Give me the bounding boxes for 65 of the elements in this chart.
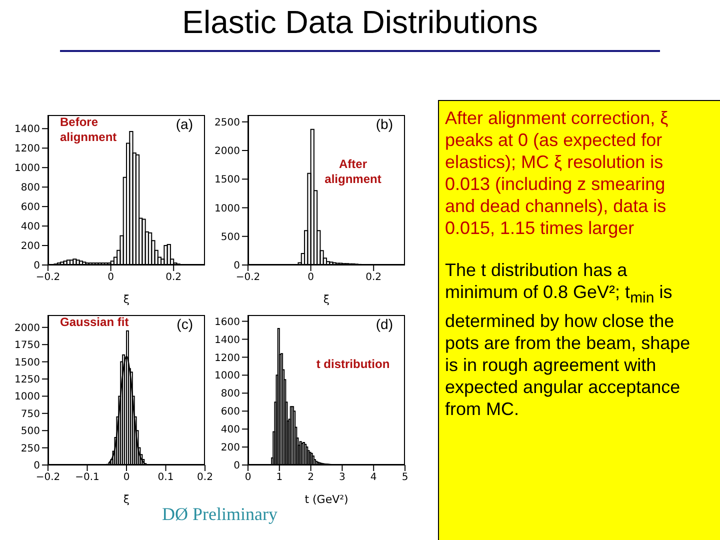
x-tick-label: 0: [308, 272, 314, 284]
y-tick-label: 200: [20, 241, 40, 252]
y-tick-label: 2000: [214, 146, 240, 158]
y-tick-label: 1200: [214, 352, 240, 364]
x-tick-label: 0: [244, 472, 252, 484]
x-tick-label: 0.2: [197, 472, 213, 484]
y-tick-label: 400: [220, 424, 240, 436]
x-tick-label: −0.2: [36, 272, 60, 284]
annotation: Before alignment: [60, 115, 118, 145]
y-tick-label: 500: [20, 426, 40, 438]
y-tick-label: 600: [220, 406, 240, 418]
y-tick-label: 750: [20, 408, 40, 420]
y-tick-label: 1400: [214, 334, 240, 346]
x-tick-label: 0: [123, 472, 130, 484]
y-tick-label: 500: [220, 232, 240, 243]
y-tick-label: 1500: [214, 174, 240, 186]
y-tick-label: 1000: [14, 392, 40, 403]
y-tick-label: 1600: [214, 316, 240, 328]
y-tick-label: 1200: [14, 144, 40, 155]
x-tick-label: 4: [370, 472, 377, 484]
y-tick-label: 1000: [214, 370, 240, 382]
x-tick-label: −0.2: [236, 272, 260, 284]
text: Elastic Data Distributions: [181, 4, 539, 41]
annotation: (a): [176, 116, 193, 132]
y-tick-label: 400: [20, 222, 40, 233]
x-tick-label: 0.2: [166, 272, 182, 284]
y-tick-label: 1000: [214, 203, 240, 214]
x-axis-title: ξ: [323, 293, 330, 306]
x-tick-label: 1: [276, 472, 283, 484]
annotation: t distribution: [315, 357, 391, 372]
y-tick-label: 1500: [14, 357, 40, 368]
y-tick-label: 2000: [14, 322, 40, 334]
y-tick-label: 800: [20, 182, 40, 194]
x-tick-label: −0.1: [75, 472, 100, 484]
y-tick-label: 0: [234, 460, 240, 472]
y-tick-label: 200: [220, 442, 240, 454]
x-tick-label: 0.2: [366, 272, 382, 284]
annotation: Gaussian fit: [60, 315, 130, 330]
y-tick-label: 0: [34, 260, 40, 272]
text: DØ Preliminary: [162, 504, 278, 525]
annotation: (d): [376, 316, 393, 332]
y-tick-label: 1750: [14, 340, 40, 352]
y-tick-label: 0: [34, 460, 40, 472]
y-tick-label: 1400: [14, 124, 40, 136]
x-tick-label: 0.1: [158, 472, 174, 484]
y-tick-label: 1000: [14, 163, 40, 174]
x-axis-title: ξ: [123, 293, 130, 306]
y-tick-label: 800: [220, 388, 240, 400]
x-tick-label: 3: [339, 472, 346, 484]
annotation: After alignment: [324, 157, 382, 187]
text: The t distribution has a minimum of 0.8 GeV²; t$_{min}$ is determined by how close the pots are from the beam, shape is in rough agreement with expected angular acceptance from MC.: [445, 260, 690, 419]
x-axis-title: ξ: [123, 493, 130, 506]
y-tick-label: 0: [234, 260, 240, 272]
x-axis-title: t (GeV²): [304, 493, 348, 506]
text: After alignment correction, ξ peaks at 0 (as expected for elastics); MC ξ resolution is 0.013 (including z smearing and dead channels), data is 0.015, 1.15 times larger: [445, 107, 670, 239]
x-tick-label: −0.2: [36, 472, 60, 484]
annotation: (c): [176, 316, 193, 332]
y-tick-label: 600: [20, 202, 40, 214]
x-tick-label: 2: [308, 472, 314, 484]
x-tick-label: 5: [402, 472, 408, 484]
y-tick-label: 1250: [14, 374, 40, 386]
x-tick-label: 0: [108, 272, 114, 284]
y-tick-label: 2500: [214, 117, 240, 128]
y-tick-label: 250: [20, 443, 40, 454]
annotation: (b): [376, 116, 393, 132]
